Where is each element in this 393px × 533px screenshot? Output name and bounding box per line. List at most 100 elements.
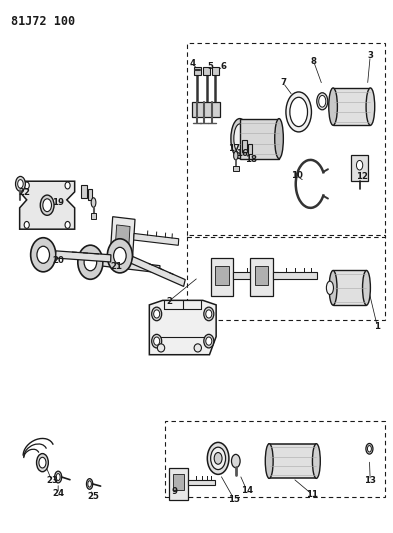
Bar <box>242 140 247 152</box>
Ellipse shape <box>265 443 273 479</box>
Bar <box>333 88 370 125</box>
Polygon shape <box>173 474 184 490</box>
Polygon shape <box>188 480 215 485</box>
Polygon shape <box>131 256 185 286</box>
Bar <box>333 271 366 305</box>
Ellipse shape <box>37 454 48 472</box>
Ellipse shape <box>78 245 103 279</box>
Text: 15: 15 <box>228 495 240 504</box>
Text: 3: 3 <box>367 52 373 60</box>
Ellipse shape <box>214 453 222 464</box>
Ellipse shape <box>329 271 337 305</box>
Ellipse shape <box>290 97 307 127</box>
Ellipse shape <box>208 442 229 474</box>
Text: 9: 9 <box>171 487 177 496</box>
Ellipse shape <box>18 180 23 188</box>
Ellipse shape <box>312 443 320 479</box>
Ellipse shape <box>65 222 70 229</box>
Polygon shape <box>192 102 220 117</box>
Bar <box>187 43 385 237</box>
Bar <box>233 166 239 171</box>
Text: 16: 16 <box>237 149 248 158</box>
Ellipse shape <box>154 310 160 318</box>
Ellipse shape <box>366 443 373 454</box>
Ellipse shape <box>231 118 249 159</box>
Ellipse shape <box>107 239 132 273</box>
Text: 22: 22 <box>18 189 30 197</box>
Text: 8: 8 <box>310 57 317 66</box>
Polygon shape <box>233 272 278 279</box>
Ellipse shape <box>24 222 29 229</box>
Ellipse shape <box>204 334 214 348</box>
Polygon shape <box>20 181 75 229</box>
Bar <box>91 213 96 219</box>
Text: 23: 23 <box>46 477 58 485</box>
Polygon shape <box>215 265 229 285</box>
Ellipse shape <box>65 182 70 189</box>
Text: 12: 12 <box>356 173 367 181</box>
Ellipse shape <box>206 310 212 318</box>
Polygon shape <box>169 468 188 500</box>
Polygon shape <box>211 258 233 296</box>
Ellipse shape <box>154 337 160 345</box>
Ellipse shape <box>231 454 240 468</box>
Bar <box>269 443 316 479</box>
Text: 10: 10 <box>291 172 303 180</box>
Text: 2: 2 <box>166 297 172 305</box>
Ellipse shape <box>211 447 226 470</box>
Ellipse shape <box>56 474 60 481</box>
Ellipse shape <box>152 334 162 348</box>
Text: 1: 1 <box>374 322 380 330</box>
Ellipse shape <box>40 195 54 215</box>
Bar <box>248 144 252 154</box>
Polygon shape <box>255 265 268 285</box>
Text: 17: 17 <box>228 144 240 152</box>
Polygon shape <box>250 258 273 296</box>
Ellipse shape <box>31 238 56 272</box>
Ellipse shape <box>24 182 29 189</box>
Text: 11: 11 <box>307 490 318 499</box>
Ellipse shape <box>157 344 165 352</box>
Ellipse shape <box>367 446 371 452</box>
Text: 7: 7 <box>280 78 286 87</box>
Bar <box>240 119 279 159</box>
Ellipse shape <box>37 246 50 263</box>
Text: 6: 6 <box>220 62 226 71</box>
Bar <box>165 421 385 497</box>
Ellipse shape <box>152 307 162 321</box>
Ellipse shape <box>233 151 238 160</box>
Text: 13: 13 <box>364 477 376 485</box>
Ellipse shape <box>366 88 375 125</box>
Polygon shape <box>103 259 160 273</box>
Polygon shape <box>273 272 318 279</box>
Polygon shape <box>116 225 130 246</box>
Ellipse shape <box>84 254 97 271</box>
Ellipse shape <box>319 95 326 107</box>
Bar <box>81 185 87 198</box>
Bar <box>88 189 92 200</box>
Ellipse shape <box>317 93 328 110</box>
Text: 81J72 100: 81J72 100 <box>11 15 75 28</box>
Ellipse shape <box>234 124 246 154</box>
Ellipse shape <box>194 344 202 352</box>
Polygon shape <box>110 217 135 257</box>
Ellipse shape <box>91 198 96 207</box>
Bar <box>194 67 201 75</box>
Ellipse shape <box>16 176 25 191</box>
Text: 20: 20 <box>52 256 64 264</box>
Ellipse shape <box>286 92 311 132</box>
Ellipse shape <box>39 457 46 468</box>
Ellipse shape <box>55 471 62 483</box>
Bar <box>203 67 210 75</box>
Ellipse shape <box>327 281 333 294</box>
Ellipse shape <box>329 88 337 125</box>
Bar <box>351 155 368 181</box>
Ellipse shape <box>88 481 91 487</box>
Ellipse shape <box>356 160 363 170</box>
Text: 18: 18 <box>246 156 257 164</box>
Polygon shape <box>56 251 111 262</box>
Text: 5: 5 <box>208 62 213 71</box>
Text: 21: 21 <box>110 262 122 271</box>
Ellipse shape <box>43 199 51 212</box>
Ellipse shape <box>206 337 212 345</box>
